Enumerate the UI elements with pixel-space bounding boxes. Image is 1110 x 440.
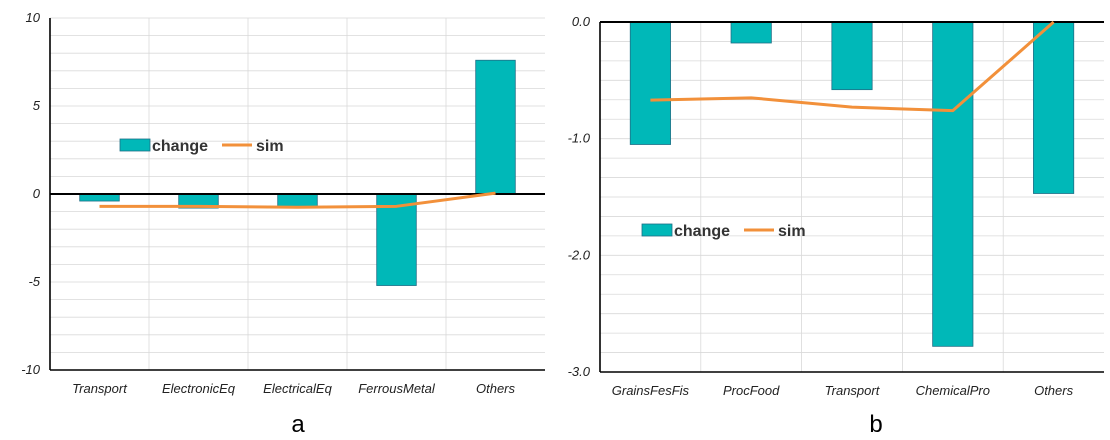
legend-label-change: change [674, 223, 730, 240]
x-tick-label: ElectricalEq [263, 381, 332, 396]
bar-ElectricalEq [277, 193, 318, 207]
x-tick-label: ChemicalPro [916, 383, 990, 398]
bar-FerrousMetal [376, 193, 417, 286]
legend-label-change: change [152, 138, 208, 155]
legend-swatch-change [119, 138, 151, 152]
legend-label-sim: sim [778, 223, 806, 240]
x-tick-label: Transport [72, 381, 128, 396]
series-line-sim [99, 191, 496, 209]
x-tick-label: Others [476, 381, 516, 396]
y-tick-label: -3.0 [568, 364, 591, 379]
bar-Others [475, 59, 516, 195]
panel-label: a [291, 411, 305, 438]
bar-Transport [79, 193, 120, 202]
y-tick-label: -1.0 [568, 131, 591, 146]
bar-ProcFood [730, 21, 772, 44]
x-tick-label: FerrousMetal [358, 381, 436, 396]
chart-panel-b: 0.0 -1.0 -2.0 -3.0 GrainsFesFis ProcFood Trans… [568, 14, 1104, 438]
y-tick-label: 0.0 [572, 14, 591, 29]
x-tick-label: ElectronicEq [162, 381, 236, 396]
legend-label-sim: sim [256, 138, 284, 155]
legend: change sim [119, 138, 284, 155]
legend-swatch-change [641, 223, 673, 237]
y-tick-label: -10 [21, 362, 41, 377]
x-tick-label: Others [1034, 383, 1074, 398]
y-tick-label: 0 [33, 186, 41, 201]
y-tick-label: -2.0 [568, 247, 591, 262]
x-tick-label: GrainsFesFis [612, 383, 690, 398]
y-tick-label: -5 [28, 274, 40, 289]
y-tick-label: 10 [26, 10, 41, 25]
x-tick-label: ProcFood [723, 383, 780, 398]
series-line-sim [650, 20, 1055, 113]
bar-Transport [831, 21, 873, 91]
y-tick-label: 5 [33, 98, 41, 113]
x-tick-label: Transport [825, 383, 881, 398]
chart-panel-a: 10 5 0 -5 -10 Transport ElectronicEq Electrical… [21, 10, 545, 438]
panel-label: b [869, 411, 882, 438]
bar-Others [1033, 21, 1075, 194]
bar-ChemicalPro [932, 21, 974, 347]
bar-GrainsFesFis [629, 21, 671, 145]
legend: change sim [641, 223, 806, 240]
